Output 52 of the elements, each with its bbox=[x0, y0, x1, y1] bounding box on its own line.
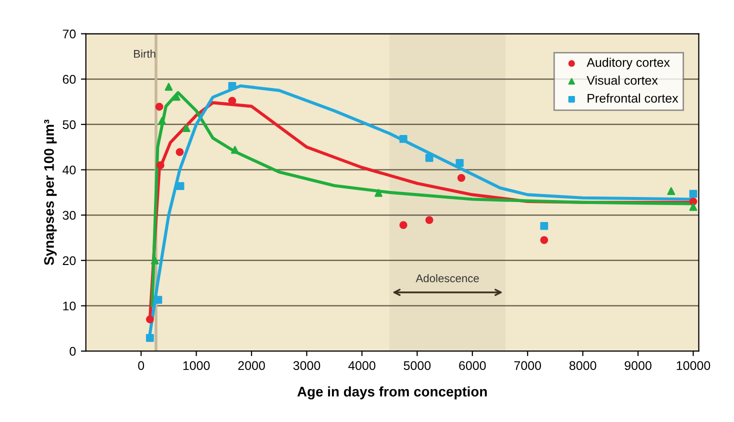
x-tick-label: 8000 bbox=[569, 361, 596, 370]
point bbox=[172, 92, 180, 101]
x-tick-label: 2000 bbox=[238, 361, 265, 370]
point bbox=[456, 159, 464, 167]
x-tick-label: 10000 bbox=[676, 361, 710, 370]
y-tick-label: 60 bbox=[62, 74, 76, 84]
legend-label: Visual cortex bbox=[586, 76, 658, 85]
point bbox=[164, 82, 173, 91]
ref-line-label: Birth bbox=[134, 50, 156, 58]
x-tick-label: 5000 bbox=[404, 361, 431, 370]
point bbox=[425, 154, 434, 162]
point bbox=[667, 187, 676, 196]
y-tick-label: 20 bbox=[62, 256, 76, 266]
point bbox=[540, 236, 548, 244]
x-tick-label: 4000 bbox=[348, 361, 376, 370]
legend-label: Auditory cortex bbox=[586, 58, 670, 70]
point bbox=[182, 124, 190, 132]
x-axis-title: Age in days from conception bbox=[297, 386, 487, 400]
point bbox=[399, 221, 408, 230]
point bbox=[425, 216, 434, 224]
x-tick-label: 6000 bbox=[459, 361, 486, 370]
point bbox=[146, 315, 154, 324]
y-tick-label: 0 bbox=[70, 346, 76, 356]
y-tick-label: 30 bbox=[62, 210, 76, 220]
point bbox=[176, 182, 184, 190]
x-tick-label: 1000 bbox=[183, 361, 210, 370]
point bbox=[540, 222, 548, 230]
y-tick-label: 10 bbox=[63, 302, 76, 310]
point bbox=[176, 148, 184, 156]
point bbox=[457, 174, 466, 182]
point bbox=[158, 116, 166, 125]
y-tick-label: 70 bbox=[62, 30, 76, 38]
y-tick-label: 50 bbox=[62, 120, 76, 130]
point bbox=[399, 134, 408, 143]
y-axis-title: Synapses per 100 µm³ bbox=[44, 120, 57, 266]
legend-label: Prefrontal cortex bbox=[588, 94, 678, 103]
point bbox=[154, 296, 162, 304]
x-tick-label: 3000 bbox=[293, 361, 320, 370]
x-tick-label: 0 bbox=[138, 361, 144, 370]
point bbox=[155, 102, 164, 111]
point bbox=[156, 161, 164, 170]
point bbox=[374, 188, 382, 197]
point bbox=[150, 256, 159, 264]
x-tick-label: 7000 bbox=[514, 361, 542, 370]
point bbox=[228, 82, 236, 90]
band-label: Adolescence bbox=[416, 274, 479, 282]
point bbox=[689, 202, 698, 211]
y-tick-label: 40 bbox=[62, 166, 76, 174]
point bbox=[689, 190, 698, 198]
point bbox=[231, 146, 239, 154]
x-tick-label: 9000 bbox=[624, 361, 652, 370]
point bbox=[146, 334, 154, 342]
